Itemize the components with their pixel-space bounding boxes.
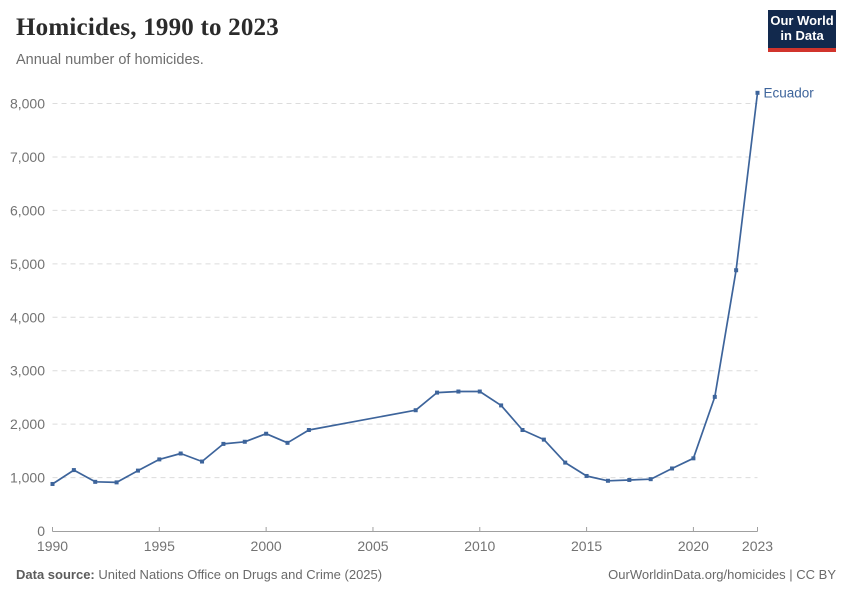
y-axis-tick-label: 2,000 (10, 416, 45, 432)
data-point-marker[interactable] (93, 479, 98, 484)
data-point-marker[interactable] (605, 478, 610, 483)
data-point-marker[interactable] (670, 466, 675, 471)
x-axis-tick-label: 1995 (144, 538, 175, 554)
owid-logo-line1: Our World (770, 13, 834, 28)
data-point-marker[interactable] (285, 440, 290, 445)
data-point-marker[interactable] (499, 403, 504, 408)
data-point-marker[interactable] (734, 268, 739, 273)
owid-logo-line2: in Data (780, 28, 824, 43)
data-point-marker[interactable] (584, 473, 589, 478)
data-source-label: Data source: (16, 567, 95, 582)
data-source-note: Data source: United Nations Office on Dr… (16, 567, 382, 582)
data-point-marker[interactable] (456, 389, 461, 394)
data-point-marker[interactable] (712, 394, 717, 399)
data-point-marker[interactable] (691, 456, 696, 461)
y-axis-tick-label: 8,000 (10, 96, 45, 112)
chart-footer: Data source: United Nations Office on Dr… (16, 567, 836, 582)
data-point-marker[interactable] (135, 468, 140, 473)
x-axis-tick-label: 2015 (571, 538, 602, 554)
data-point-marker[interactable] (200, 459, 205, 464)
data-source-text: United Nations Office on Drugs and Crime… (94, 567, 383, 582)
data-point-marker[interactable] (71, 468, 76, 473)
data-point-marker[interactable] (755, 90, 760, 95)
x-axis-tick-label: 2023 (742, 538, 773, 554)
data-point-marker[interactable] (221, 441, 226, 446)
data-point-marker[interactable] (413, 408, 418, 413)
y-axis-tick-label: 7,000 (10, 149, 45, 165)
y-axis-tick-label: 4,000 (10, 309, 45, 325)
y-axis-tick-label: 1,000 (10, 470, 45, 486)
data-point-marker[interactable] (520, 428, 525, 433)
y-axis-tick-label: 3,000 (10, 363, 45, 379)
x-axis-tick-label: 1990 (37, 538, 68, 554)
data-point-marker[interactable] (627, 477, 632, 482)
data-point-marker[interactable] (114, 480, 119, 485)
x-axis-tick-label: 2005 (357, 538, 388, 554)
y-axis-tick-label: 6,000 (10, 202, 45, 218)
x-axis-tick-label: 2020 (678, 538, 709, 554)
data-point-marker[interactable] (242, 439, 247, 444)
data-point-marker[interactable] (541, 437, 546, 442)
data-point-marker[interactable] (306, 428, 311, 433)
series-label-ecuador[interactable]: Ecuador (764, 85, 815, 100)
data-point-marker[interactable] (648, 477, 653, 482)
data-point-marker[interactable] (477, 389, 482, 394)
data-point-marker[interactable] (157, 457, 162, 462)
data-point-marker[interactable] (435, 390, 440, 395)
data-point-marker[interactable] (50, 481, 55, 486)
data-point-marker[interactable] (563, 460, 568, 465)
y-axis-tick-label: 0 (37, 523, 45, 539)
x-axis-tick-label: 2010 (464, 538, 495, 554)
data-point-marker[interactable] (178, 451, 183, 456)
chart-title: Homicides, 1990 to 2023 (16, 14, 279, 41)
y-axis-tick-label: 5,000 (10, 256, 45, 272)
data-point-marker[interactable] (264, 431, 269, 436)
x-axis-tick-label: 2000 (251, 538, 282, 554)
chart-line-ecuador[interactable] (52, 92, 759, 485)
chart-subtitle: Annual number of homicides. (16, 52, 204, 68)
owid-logo[interactable]: Our World in Data (768, 10, 836, 52)
credit-link[interactable]: OurWorldinData.org/homicides | CC BY (608, 567, 836, 582)
